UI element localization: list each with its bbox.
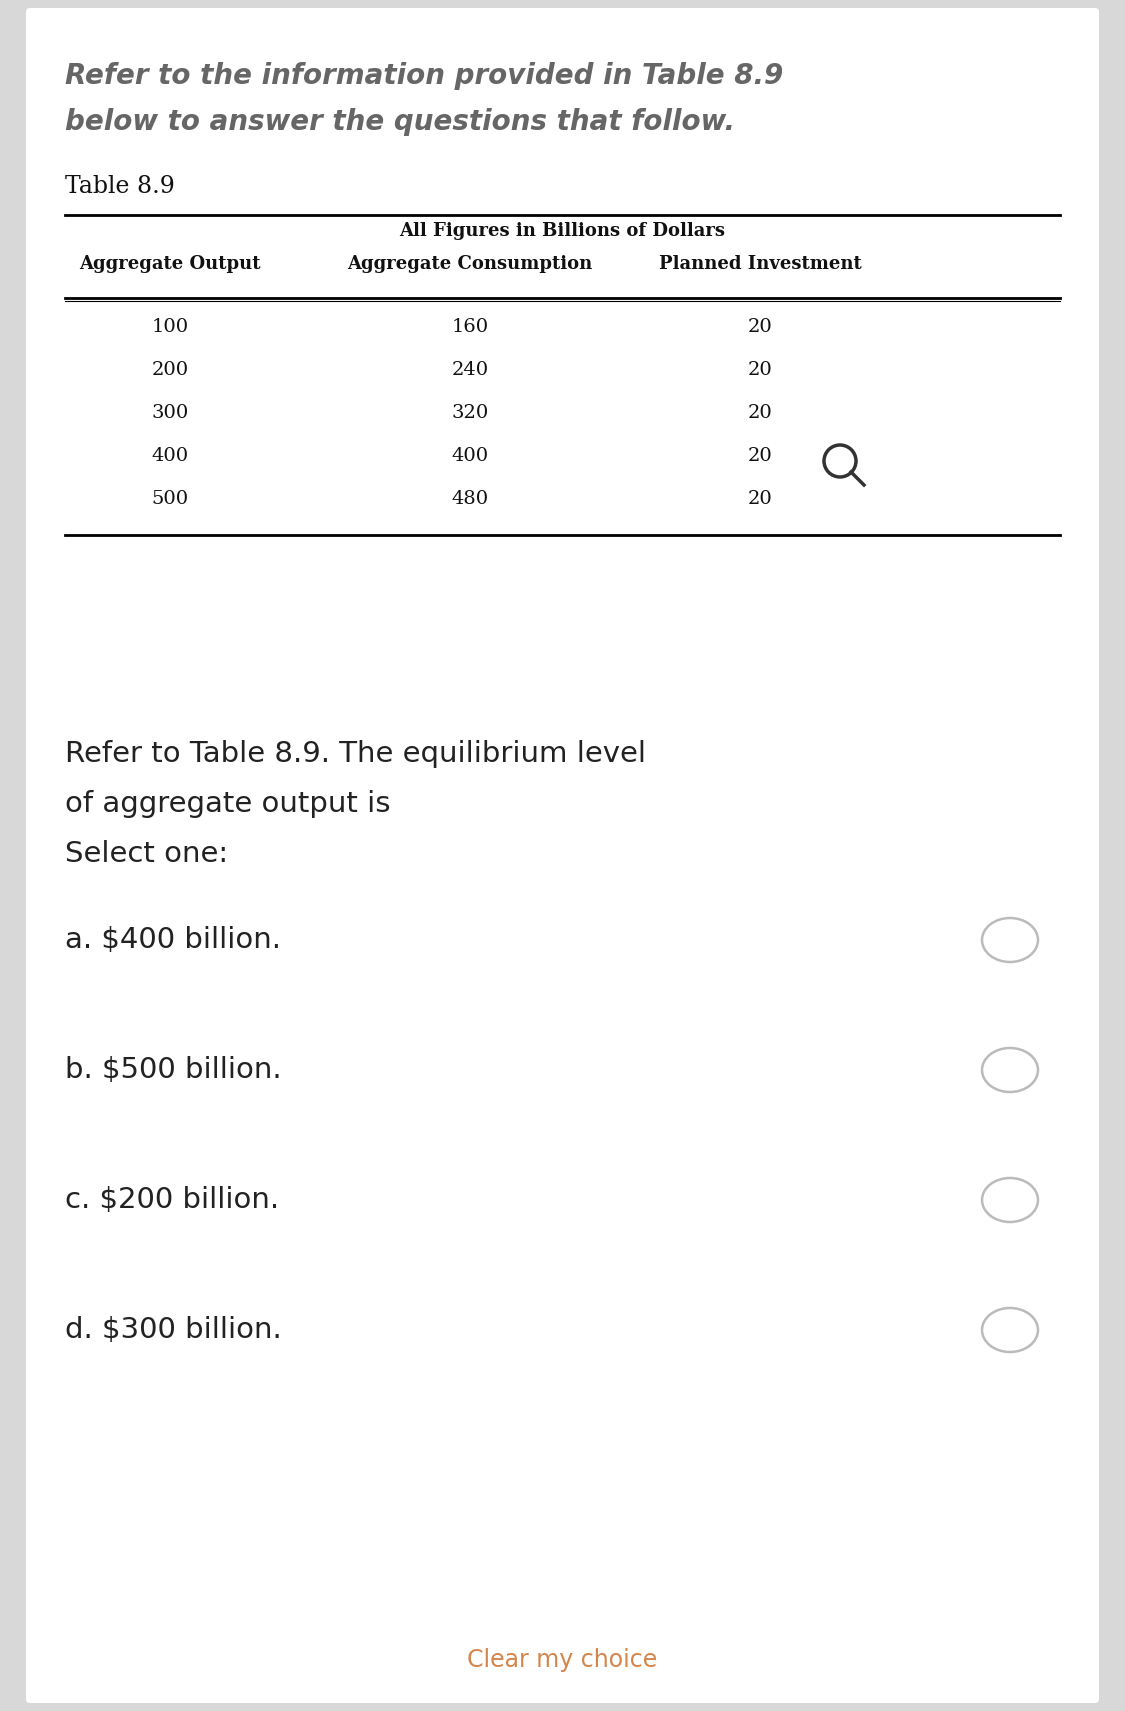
Text: Table 8.9: Table 8.9 (65, 175, 174, 198)
Text: 300: 300 (152, 404, 189, 423)
Text: Select one:: Select one: (65, 840, 228, 867)
Text: 20: 20 (748, 361, 773, 380)
Text: Clear my choice: Clear my choice (467, 1648, 658, 1672)
Text: Aggregate Consumption: Aggregate Consumption (348, 255, 593, 274)
Text: Planned Investment: Planned Investment (658, 255, 862, 274)
Text: of aggregate output is: of aggregate output is (65, 790, 390, 818)
Text: b. $500 billion.: b. $500 billion. (65, 1056, 281, 1085)
Text: a. $400 billion.: a. $400 billion. (65, 926, 281, 955)
Ellipse shape (982, 1307, 1038, 1352)
Text: d. $300 billion.: d. $300 billion. (65, 1316, 281, 1345)
Text: Aggregate Output: Aggregate Output (79, 255, 261, 274)
Ellipse shape (982, 1177, 1038, 1222)
Ellipse shape (982, 1049, 1038, 1092)
Text: 320: 320 (451, 404, 488, 423)
Text: 20: 20 (748, 318, 773, 335)
Text: 20: 20 (748, 489, 773, 508)
Text: 20: 20 (748, 404, 773, 423)
Text: c. $200 billion.: c. $200 billion. (65, 1186, 279, 1215)
Text: below to answer the questions that follow.: below to answer the questions that follo… (65, 108, 735, 135)
Text: 240: 240 (451, 361, 488, 380)
Text: 500: 500 (152, 489, 189, 508)
Text: All Figures in Billions of Dollars: All Figures in Billions of Dollars (399, 222, 726, 240)
Text: 100: 100 (152, 318, 189, 335)
Text: 400: 400 (451, 447, 488, 465)
Text: Refer to Table 8.9. The equilibrium level: Refer to Table 8.9. The equilibrium leve… (65, 739, 646, 768)
Ellipse shape (982, 919, 1038, 962)
Text: 160: 160 (451, 318, 488, 335)
Text: 20: 20 (748, 447, 773, 465)
Text: 480: 480 (451, 489, 488, 508)
Text: 400: 400 (152, 447, 189, 465)
Text: Refer to the information provided in Table 8.9: Refer to the information provided in Tab… (65, 62, 783, 91)
FancyBboxPatch shape (26, 9, 1099, 1702)
Text: 200: 200 (152, 361, 189, 380)
